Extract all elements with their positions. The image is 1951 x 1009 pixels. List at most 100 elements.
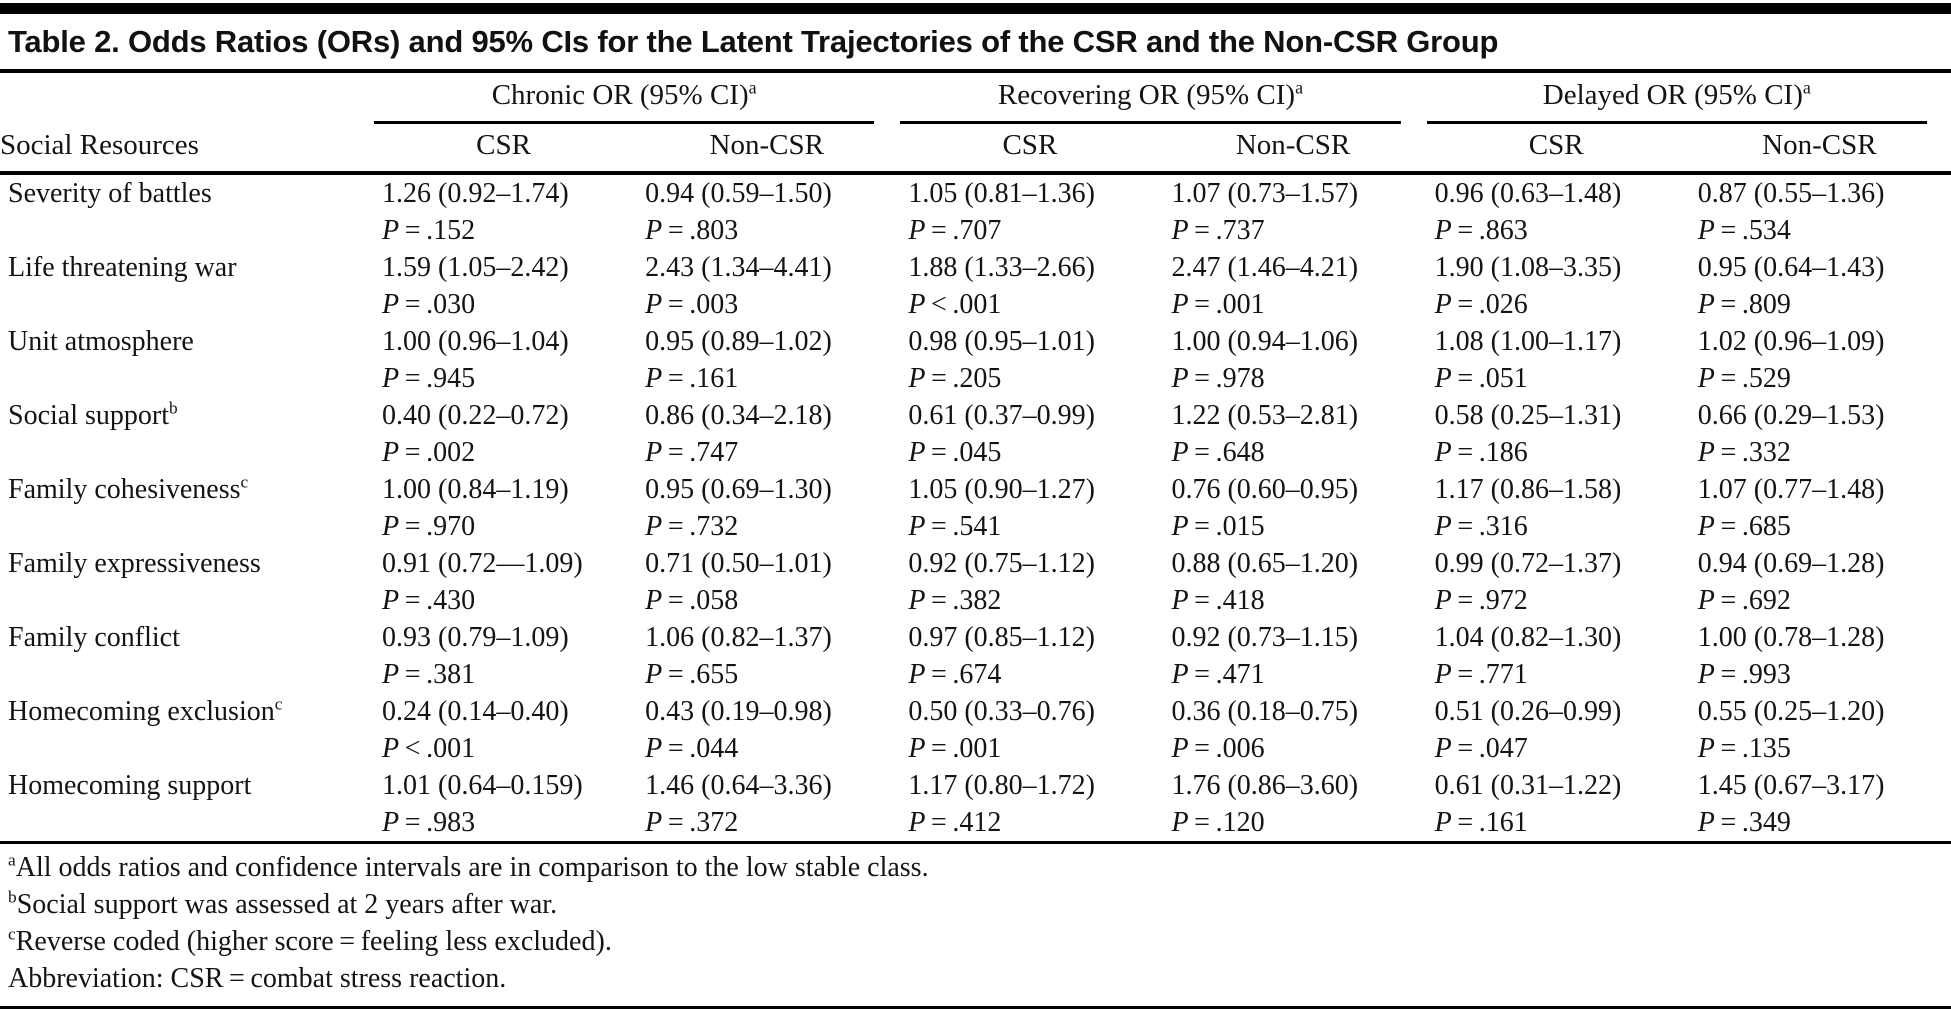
or-value: 1.88 (1.33–2.66)	[908, 252, 1095, 283]
p-value: P = .648	[1171, 437, 1265, 468]
or-cell: 0.58 (0.25–1.31) P = .186	[1425, 397, 1688, 471]
or-cell: 1.01 (0.64–0.159) P = .983	[372, 767, 635, 841]
p-value: P = .003	[645, 289, 739, 320]
or-cell: 0.86 (0.34–2.18) P = .747	[635, 397, 898, 471]
group-label: Recovering OR (95% CI)	[997, 79, 1296, 111]
or-value: 0.93 (0.79–1.09)	[382, 622, 569, 653]
row-label-cell: Severity of battles	[0, 173, 372, 249]
p-value: P = .993	[1697, 659, 1791, 690]
or-value: 2.43 (1.34–4.41)	[645, 252, 832, 283]
p-value: P = .332	[1697, 437, 1791, 468]
column-header-non-csr: Non-CSR	[1687, 124, 1951, 175]
or-value: 1.04 (0.82–1.30)	[1434, 622, 1622, 653]
or-cell: 0.98 (0.95–1.01) P = .205	[898, 323, 1161, 397]
footnote: cReverse coded (higher score = feeling l…	[0, 923, 1951, 960]
table-row: Family conflict 0.93 (0.79–1.09) P = .38…	[0, 619, 1951, 693]
p-value: P = .152	[382, 215, 476, 246]
or-cell: 0.43 (0.19–0.98) P = .044	[635, 693, 898, 767]
or-value: 0.92 (0.73–1.15)	[1171, 622, 1359, 653]
p-value: P = .529	[1697, 363, 1791, 394]
p-value: P = .803	[645, 215, 739, 246]
or-value: 1.02 (0.96–1.09)	[1697, 326, 1885, 357]
footnote: Abbreviation: CSR = combat stress reacti…	[0, 960, 1951, 997]
or-value: 0.51 (0.26–0.99)	[1434, 696, 1622, 727]
footnote-text: Reverse coded (higher score = feeling le…	[15, 926, 612, 957]
row-label-cell: Family expressiveness	[0, 545, 372, 619]
or-cell: 1.76 (0.86–3.60) P = .120	[1161, 767, 1424, 841]
p-value: P = .747	[645, 437, 739, 468]
footnote-text: All odds ratios and confidence intervals…	[15, 852, 929, 883]
footnote-marker: a	[8, 850, 16, 870]
row-label-cell: Family cohesivenessc	[0, 471, 372, 545]
or-value: 0.86 (0.34–2.18)	[645, 400, 832, 431]
or-value: 0.71 (0.50–1.01)	[645, 548, 832, 579]
column-header-csr: CSR	[372, 124, 636, 175]
footnote-marker: b	[169, 398, 178, 418]
p-value: P = .135	[1697, 733, 1791, 764]
or-value: 0.97 (0.85–1.12)	[908, 622, 1095, 653]
or-cell: 1.07 (0.73–1.57) P = .737	[1161, 173, 1424, 249]
or-cell: 1.00 (0.96–1.04) P = .945	[372, 323, 635, 397]
or-value: 0.61 (0.31–1.22)	[1434, 770, 1622, 801]
p-value: P = .674	[908, 659, 1002, 690]
p-value: P = .316	[1434, 511, 1528, 542]
or-cell: 0.76 (0.60–0.95) P = .015	[1161, 471, 1424, 545]
or-value: 0.92 (0.75–1.12)	[908, 548, 1095, 579]
or-value: 0.87 (0.55–1.36)	[1697, 178, 1885, 209]
group-header-delayed: Delayed OR (95% CI)a	[1425, 73, 1951, 124]
p-value: P = .030	[382, 289, 476, 320]
odds-ratio-table: Chronic OR (95% CI)a Recovering OR (95% …	[0, 73, 1951, 841]
or-value: 1.05 (0.81–1.36)	[908, 178, 1095, 209]
p-value: P = .771	[1434, 659, 1528, 690]
p-value: P = .412	[908, 807, 1002, 838]
top-rule	[0, 3, 1951, 14]
group-label: Delayed OR (95% CI)	[1542, 79, 1803, 111]
or-cell: 0.95 (0.69–1.30) P = .732	[635, 471, 898, 545]
or-value: 0.66 (0.29–1.53)	[1697, 400, 1885, 431]
p-value: P = .737	[1171, 215, 1265, 246]
or-value: 1.22 (0.53–2.81)	[1171, 400, 1359, 431]
sub-header-row: Social Resources CSR Non-CSR CSR Non-CSR…	[0, 124, 1951, 175]
p-value: P = .809	[1697, 289, 1791, 320]
p-value: P = .471	[1171, 659, 1265, 690]
or-value: 1.17 (0.80–1.72)	[908, 770, 1095, 801]
or-cell: 1.90 (1.08–3.35) P = .026	[1425, 249, 1688, 323]
column-header-non-csr: Non-CSR	[635, 124, 899, 175]
or-value: 0.91 (0.72—1.09)	[382, 548, 583, 579]
or-cell: 1.07 (0.77–1.48) P = .685	[1688, 471, 1951, 545]
row-label: Unit atmosphere	[8, 326, 194, 357]
p-value: P = .372	[645, 807, 739, 838]
footnote: aAll odds ratios and confidence interval…	[0, 849, 1951, 886]
p-value: P = .863	[1434, 215, 1528, 246]
p-value: P = .983	[382, 807, 476, 838]
or-value: 0.94 (0.59–1.50)	[645, 178, 832, 209]
p-value: P = .001	[908, 733, 1002, 764]
table-row: Life threatening war 1.59 (1.05–2.42) P …	[0, 249, 1951, 323]
or-cell: 1.05 (0.90–1.27) P = .541	[898, 471, 1161, 545]
p-value: P < .001	[382, 733, 476, 764]
column-header-non-csr: Non-CSR	[1161, 124, 1425, 175]
footnote-marker: a	[1802, 77, 1811, 98]
or-cell: 0.97 (0.85–1.12) P = .674	[898, 619, 1161, 693]
group-header-chronic: Chronic OR (95% CI)a	[372, 73, 898, 124]
or-cell: 2.47 (1.46–4.21) P = .001	[1161, 249, 1424, 323]
or-cell: 1.00 (0.84–1.19) P = .970	[372, 471, 635, 545]
row-label: Homecoming support	[8, 770, 252, 801]
table-row: Social supportb 0.40 (0.22–0.72) P = .00…	[0, 397, 1951, 471]
or-cell: 1.22 (0.53–2.81) P = .648	[1161, 397, 1424, 471]
or-value: 0.99 (0.72–1.37)	[1434, 548, 1622, 579]
or-value: 1.46 (0.64–3.36)	[645, 770, 832, 801]
p-value: P = .026	[1434, 289, 1528, 320]
or-cell: 1.59 (1.05–2.42) P = .030	[372, 249, 635, 323]
or-value: 0.98 (0.95–1.01)	[908, 326, 1095, 357]
footnote-marker: c	[240, 472, 249, 492]
row-label: Homecoming exclusion	[8, 696, 275, 727]
or-value: 1.45 (0.67–3.17)	[1697, 770, 1885, 801]
or-cell: 0.61 (0.31–1.22) P = .161	[1425, 767, 1688, 841]
or-cell: 1.04 (0.82–1.30) P = .771	[1425, 619, 1688, 693]
or-cell: 1.17 (0.80–1.72) P = .412	[898, 767, 1161, 841]
or-value: 1.00 (0.78–1.28)	[1697, 622, 1885, 653]
or-value: 1.00 (0.84–1.19)	[382, 474, 569, 505]
or-value: 1.05 (0.90–1.27)	[908, 474, 1095, 505]
